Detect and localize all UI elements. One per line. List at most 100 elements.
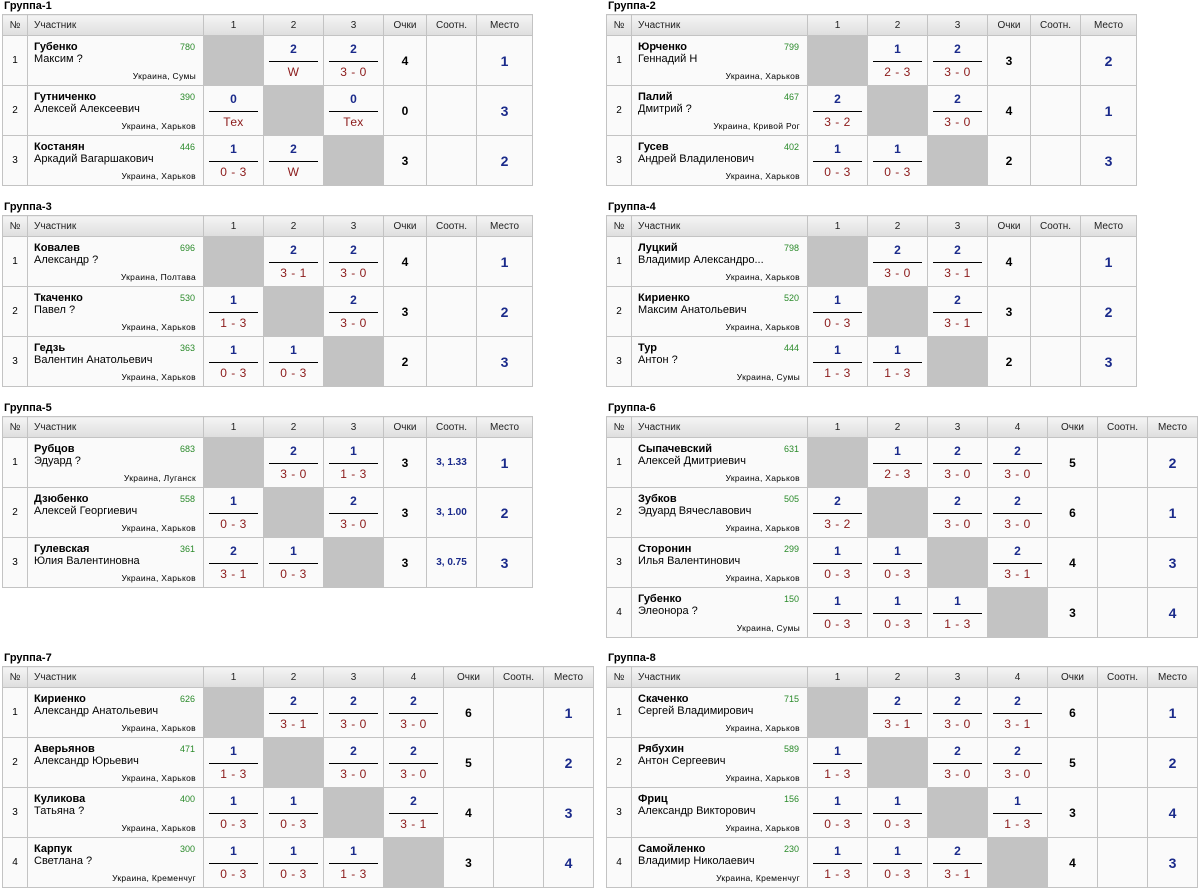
match-result-cell[interactable]: 1 0 - 3 <box>867 135 928 186</box>
self-match-cell <box>323 336 384 387</box>
match-result-cell[interactable]: 1 2 - 3 <box>867 437 928 488</box>
match-result-cell[interactable]: 1 0 - 3 <box>203 837 264 888</box>
match-result-cell[interactable]: 2 3 - 0 <box>867 236 928 287</box>
match-result-cell[interactable]: 1 1 - 3 <box>323 437 384 488</box>
participant-first-name: Алексей Алексеевич <box>34 103 140 115</box>
participant-last-name[interactable]: Кириенко <box>34 693 86 705</box>
match-result-cell[interactable]: 2 3 - 1 <box>987 537 1048 588</box>
participant-last-name[interactable]: Губенко <box>34 41 78 53</box>
self-match-cell <box>807 236 868 287</box>
match-result-cell[interactable]: 1 0 - 3 <box>867 787 928 838</box>
participant-last-name[interactable]: Фриц <box>638 793 668 805</box>
match-result-cell[interactable]: 1 0 - 3 <box>867 587 928 638</box>
participant-last-name[interactable]: Гутниченко <box>34 91 97 103</box>
header-opponent-col: 3 <box>323 416 384 438</box>
participant-last-name[interactable]: Палий <box>638 91 673 103</box>
participant-last-name[interactable]: Аверьянов <box>34 743 95 755</box>
match-result-cell[interactable]: 2 3 - 1 <box>867 687 928 738</box>
match-result-cell[interactable]: 2 3 - 0 <box>927 487 988 538</box>
participant-last-name[interactable]: Скаченко <box>638 693 689 705</box>
participant-last-name[interactable]: Луцкий <box>638 242 678 254</box>
participant-last-name[interactable]: Гусев <box>638 141 669 153</box>
participant-last-name[interactable]: Самойленко <box>638 843 706 855</box>
match-result-cell[interactable]: 2 3 - 1 <box>263 236 324 287</box>
match-result-cell[interactable]: 0 Тех <box>203 85 264 136</box>
participant-last-name[interactable]: Кириенко <box>638 292 690 304</box>
match-result-cell[interactable]: 2 3 - 0 <box>323 286 384 337</box>
match-result-cell[interactable]: 0 Тех <box>323 85 384 136</box>
match-result-cell[interactable]: 2 3 - 0 <box>323 487 384 538</box>
match-result-cell[interactable]: 1 0 - 3 <box>203 135 264 186</box>
match-result-cell[interactable]: 2 3 - 0 <box>323 236 384 287</box>
match-result-cell[interactable]: 1 0 - 3 <box>807 135 868 186</box>
participant-last-name[interactable]: Ковалев <box>34 242 80 254</box>
match-result-cell[interactable]: 1 0 - 3 <box>807 286 868 337</box>
match-result-cell[interactable]: 1 1 - 3 <box>807 837 868 888</box>
match-result-cell[interactable]: 2 3 - 0 <box>987 437 1048 488</box>
match-result-cell[interactable]: 1 0 - 3 <box>807 787 868 838</box>
match-result-cell[interactable]: 1 0 - 3 <box>263 787 324 838</box>
match-result-cell[interactable]: 2 3 - 1 <box>383 787 444 838</box>
match-result-cell[interactable]: 1 0 - 3 <box>263 336 324 387</box>
participant-last-name[interactable]: Рябухин <box>638 743 685 755</box>
match-result-cell[interactable]: 2 3 - 0 <box>383 687 444 738</box>
participant-last-name[interactable]: Губенко <box>638 593 682 605</box>
match-result-cell[interactable]: 1 0 - 3 <box>203 487 264 538</box>
match-result-cell[interactable]: 1 0 - 3 <box>263 537 324 588</box>
participant-last-name[interactable]: Сыпачевский <box>638 443 712 455</box>
header-participant: Участник <box>631 666 808 688</box>
match-result-cell[interactable]: 2 3 - 0 <box>927 35 988 86</box>
match-result-cell[interactable]: 2 3 - 1 <box>263 687 324 738</box>
match-result-cell[interactable]: 2 3 - 0 <box>323 687 384 738</box>
match-result-cell[interactable]: 1 1 - 3 <box>987 787 1048 838</box>
participant-last-name[interactable]: Гедзь <box>34 342 66 354</box>
participant-last-name[interactable]: Тур <box>638 342 657 354</box>
match-result-cell[interactable]: 1 0 - 3 <box>867 537 928 588</box>
match-result-cell[interactable]: 1 0 - 3 <box>807 537 868 588</box>
match-result-cell[interactable]: 2 3 - 0 <box>927 437 988 488</box>
match-result-cell[interactable]: 1 0 - 3 <box>807 587 868 638</box>
match-result-cell[interactable]: 2 3 - 0 <box>323 737 384 788</box>
match-result-cell[interactable]: 1 1 - 3 <box>807 737 868 788</box>
match-result-cell[interactable]: 2 3 - 0 <box>987 487 1048 538</box>
match-result-cell[interactable]: 2 3 - 0 <box>927 737 988 788</box>
match-result-cell[interactable]: 2 3 - 1 <box>927 236 988 287</box>
match-result-cell[interactable]: 1 2 - 3 <box>867 35 928 86</box>
match-result-cell[interactable]: 1 0 - 3 <box>203 787 264 838</box>
match-result-cell[interactable]: 2 3 - 0 <box>987 737 1048 788</box>
header-row: № Участник 1 2 3 Очки Соотн. Место <box>606 215 1137 237</box>
participant-last-name[interactable]: Карпук <box>34 843 72 855</box>
match-result-cell[interactable]: 1 1 - 3 <box>323 837 384 888</box>
match-result-cell[interactable]: 1 1 - 3 <box>203 737 264 788</box>
participant-last-name[interactable]: Куликова <box>34 793 86 805</box>
match-result-cell[interactable]: 2 3 - 2 <box>807 487 868 538</box>
ratio-value <box>1097 737 1148 788</box>
participant-last-name[interactable]: Дзюбенко <box>34 493 89 505</box>
match-result-cell[interactable]: 1 1 - 3 <box>807 336 868 387</box>
match-result-cell[interactable]: 1 0 - 3 <box>263 837 324 888</box>
match-result-cell[interactable]: 1 1 - 3 <box>203 286 264 337</box>
match-result-cell[interactable]: 2 3 - 1 <box>927 837 988 888</box>
match-result-cell[interactable]: 2 3 - 0 <box>263 437 324 488</box>
match-result-cell[interactable]: 2 3 - 0 <box>927 687 988 738</box>
match-result-cell[interactable]: 2 3 - 2 <box>807 85 868 136</box>
match-result-cell[interactable]: 1 1 - 3 <box>927 587 988 638</box>
participant-last-name[interactable]: Рубцов <box>34 443 75 455</box>
participant-last-name[interactable]: Костанян <box>34 141 85 153</box>
match-result-cell[interactable]: 1 1 - 3 <box>867 336 928 387</box>
match-result-cell[interactable]: 2 3 - 1 <box>927 286 988 337</box>
match-result-cell[interactable]: 2 3 - 1 <box>203 537 264 588</box>
match-result-cell[interactable]: 2 3 - 0 <box>927 85 988 136</box>
match-result-cell[interactable]: 2 3 - 0 <box>323 35 384 86</box>
match-result-cell[interactable]: 2 3 - 0 <box>383 737 444 788</box>
match-result-cell[interactable]: 1 0 - 3 <box>203 336 264 387</box>
participant-last-name[interactable]: Гулевская <box>34 543 90 555</box>
participant-last-name[interactable]: Юрченко <box>638 41 688 53</box>
participant-last-name[interactable]: Сторонин <box>638 543 692 555</box>
participant-last-name[interactable]: Зубков <box>638 493 677 505</box>
match-result-cell[interactable]: 2 3 - 1 <box>987 687 1048 738</box>
match-result-cell[interactable]: 1 0 - 3 <box>867 837 928 888</box>
participant-last-name[interactable]: Ткаченко <box>34 292 83 304</box>
